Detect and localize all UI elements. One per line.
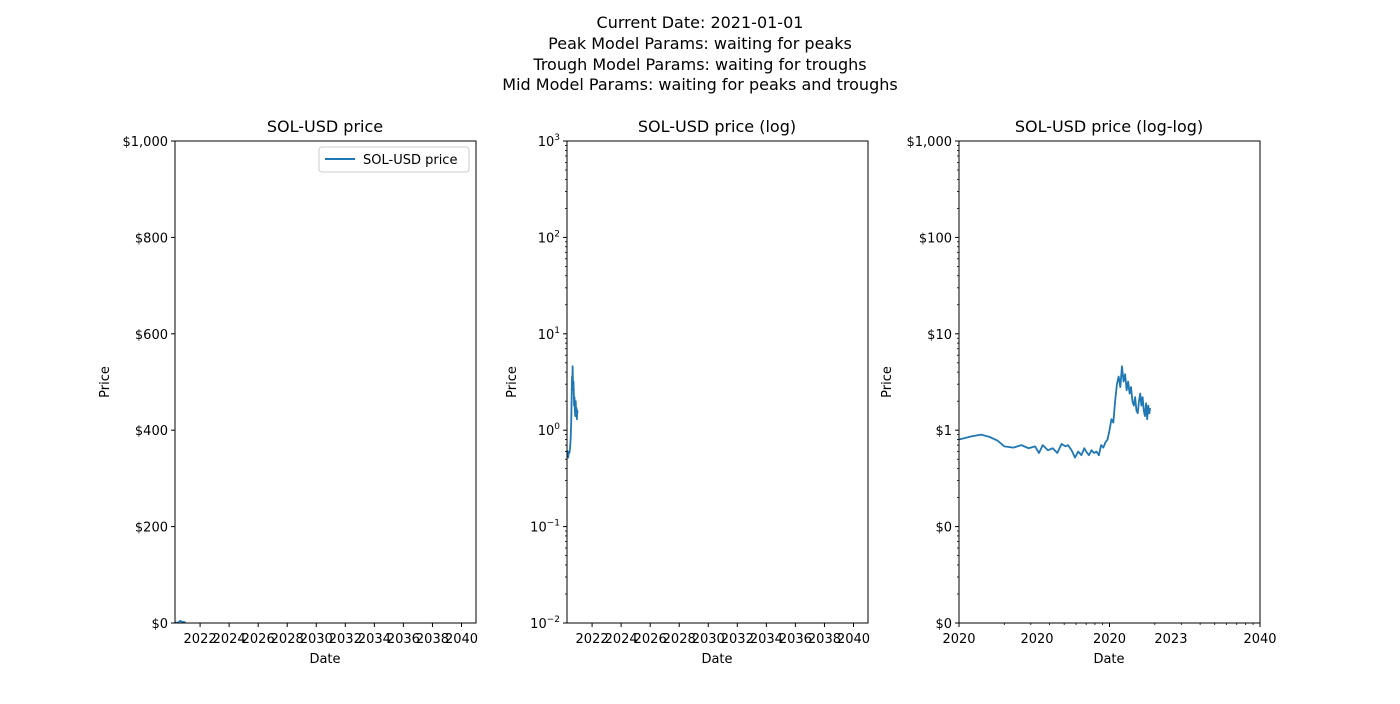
suptitle-line-1: Current Date: 2021-01-01 xyxy=(597,13,804,32)
y-tick-label: 100 xyxy=(538,422,561,439)
subplot-loglog-marks: $0 $0 $1 $10 $100 $1,000 2020 2020 2020 2023 2040 xyxy=(907,135,1277,647)
legend-entry-sol-usd-price: SOL-USD price xyxy=(363,153,457,168)
y-tick-label: $1,000 xyxy=(907,135,953,150)
subplot-loglog-title: SOL-USD price (log-log) xyxy=(1015,117,1203,136)
x-tick-label: 2032 xyxy=(329,632,362,647)
x-tick-label: 2040 xyxy=(445,632,478,647)
x-tick-label: 2034 xyxy=(750,632,783,647)
subplot-loglog-xlabel: Date xyxy=(1093,652,1124,667)
x-tick-label: 2036 xyxy=(387,632,420,647)
x-tick-label: 2022 xyxy=(576,632,609,647)
x-tick-label: 2040 xyxy=(1243,632,1276,647)
suptitle-line-4: Mid Model Params: waiting for peaks and … xyxy=(502,75,897,94)
y-tick-label: $1,000 xyxy=(123,135,169,150)
y-tick-label: $1 xyxy=(935,424,952,439)
y-tick-label: $600 xyxy=(135,328,168,343)
x-tick-label: 2040 xyxy=(837,632,870,647)
y-tick-label: 101 xyxy=(538,326,560,343)
y-tick-label: 103 xyxy=(538,133,560,150)
axes-frame xyxy=(566,140,869,624)
y-tick-label: $200 xyxy=(135,521,168,536)
y-tick-label: $400 xyxy=(135,424,168,439)
y-tick-label: $0 xyxy=(151,617,168,632)
x-tick-label: 2036 xyxy=(779,632,812,647)
x-tick-label: 2028 xyxy=(271,632,304,647)
x-tick-label: 2024 xyxy=(605,632,638,647)
y-tick-label: $0 xyxy=(935,617,952,632)
x-tick-label: 2030 xyxy=(692,632,725,647)
x-tick-label: 2038 xyxy=(416,632,449,647)
x-tick-label: 2026 xyxy=(634,632,667,647)
subplot-log-marks: 10−2 10−1 100 101 102 103 20222024202620282030… xyxy=(530,133,870,647)
x-tick-label: 2032 xyxy=(721,632,754,647)
subplot-linear-title: SOL-USD price xyxy=(267,117,383,136)
x-tick-label: 2020 xyxy=(942,632,975,647)
series-line-sol-usd-price xyxy=(567,365,579,459)
y-tick-label: 102 xyxy=(538,229,560,246)
subplot-linear-marks: $0 $200 $400 $600 $800 $1,000 2022202420262028… xyxy=(123,135,479,647)
axes-frame xyxy=(958,140,1261,624)
y-tick-label: $100 xyxy=(919,231,952,246)
x-tick-label: 2026 xyxy=(242,632,275,647)
y-tick-label: $800 xyxy=(135,231,168,246)
legend-box xyxy=(318,146,470,173)
subplot-loglog: SOL-USD price (log-log) Date Price $0$0$… xyxy=(880,117,1277,667)
x-tick-label: 2028 xyxy=(663,632,696,647)
subplot-linear: SOL-USD price Date Price $0$200$400$600$… xyxy=(98,117,478,667)
y-tick-label: $10 xyxy=(927,328,952,343)
x-tick-label: 2030 xyxy=(300,632,333,647)
subplot-log: SOL-USD price (log) Date Price 10−210−11… xyxy=(505,117,870,667)
subplot-loglog-ylabel: Price xyxy=(880,366,895,398)
series-line-sol-usd-price xyxy=(959,365,1151,459)
figure-suptitle: Current Date: 2021-01-01 Peak Model Para… xyxy=(502,13,897,94)
x-tick-label: 2024 xyxy=(213,632,246,647)
series-line-sol-usd-price xyxy=(175,619,186,623)
y-tick-label: 10−1 xyxy=(530,519,560,536)
x-tick-label: 2020 xyxy=(1020,632,1053,647)
subplot-linear-ylabel: Price xyxy=(98,366,113,398)
axes-frame xyxy=(174,140,477,624)
x-tick-label: 2034 xyxy=(358,632,391,647)
y-tick-label: $0 xyxy=(935,521,952,536)
legend: SOL-USD price xyxy=(318,146,470,173)
suptitle-line-2: Peak Model Params: waiting for peaks xyxy=(548,34,852,53)
x-tick-label: 2020 xyxy=(1093,632,1126,647)
subplot-log-title: SOL-USD price (log) xyxy=(638,117,796,136)
subplot-log-ylabel: Price xyxy=(505,366,520,398)
x-tick-label: 2022 xyxy=(184,632,217,647)
subplot-linear-xlabel: Date xyxy=(309,652,340,667)
y-tick-label: 10−2 xyxy=(530,615,560,632)
suptitle-line-3: Trough Model Params: waiting for troughs xyxy=(532,55,866,74)
x-tick-label: 2038 xyxy=(808,632,841,647)
subplot-log-xlabel: Date xyxy=(701,652,732,667)
x-tick-label: 2023 xyxy=(1154,632,1187,647)
